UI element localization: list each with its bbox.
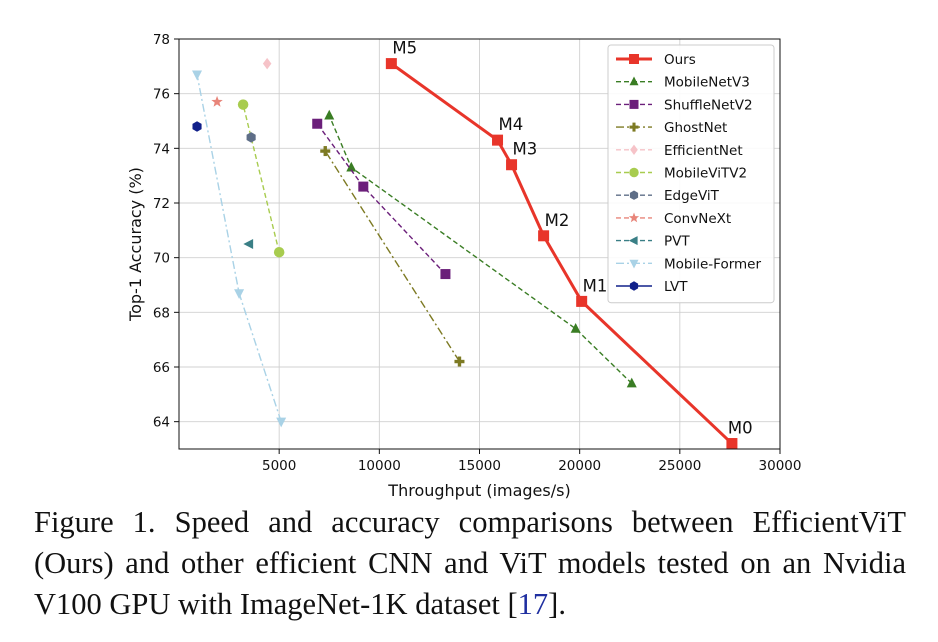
legend-marker-mobile-former — [629, 259, 639, 269]
point-mobilevitv2 — [273, 246, 285, 258]
series-line-shufflenetv2 — [316, 123, 446, 275]
legend-label-edgevit: EdgeViT — [664, 188, 720, 204]
point-label-m1: M1 — [583, 276, 608, 295]
point-mobilenetv3 — [346, 161, 357, 172]
legend-box — [607, 44, 775, 304]
point-label-m5: M5 — [392, 39, 417, 58]
point-label-m3: M3 — [513, 140, 538, 159]
series-line-mobile-former — [196, 74, 282, 422]
plot-area: M0 M1 M2 M3 M4 M5 — [192, 39, 753, 450]
x-tick-label: 20000 — [558, 458, 601, 474]
legend-label-ours: Ours — [664, 52, 696, 68]
y-tick-label: 74 — [153, 141, 170, 157]
point-mobile-former — [234, 289, 245, 299]
legend: Ours MobileNetV3 ShuffleNetV2 GhostNet Effic… — [607, 44, 775, 304]
x-axis-label: Throughput (images/s) — [387, 481, 570, 500]
legend-label-ghostnet: GhostNet — [664, 120, 727, 136]
y-tick-label: 76 — [153, 87, 170, 103]
legend-marker-lvt — [629, 281, 639, 291]
legend-marker-shufflenetv2 — [629, 99, 639, 109]
point-convnext — [211, 95, 223, 107]
point-ghostnet — [320, 146, 331, 157]
series-line-mobilevitv2 — [242, 104, 280, 253]
legend-marker-convnext — [628, 212, 640, 223]
point-pvt — [243, 239, 254, 249]
x-tick-label: 30000 — [759, 458, 802, 474]
axes: 5000 10000 15000 20000 25000 30000 64 66 68 70 72 7… — [126, 32, 801, 500]
point-label-m4: M4 — [499, 115, 524, 134]
point-mobilevitv2 — [237, 99, 249, 110]
point-label-m0: M0 — [728, 419, 753, 438]
legend-label-pvt: PVT — [664, 234, 690, 250]
point-mobilenetv3 — [324, 109, 335, 120]
point-lvt — [192, 121, 202, 132]
point-mobile-former — [192, 70, 203, 81]
x-tick-label: 10000 — [358, 458, 401, 474]
y-tick-label: 78 — [153, 32, 170, 48]
caption-end: ]. — [548, 587, 566, 621]
chart-container: M0 M1 M2 M3 M4 M5 5000 10000 15000 20000 25000 300… — [126, 32, 801, 500]
y-tick-label: 68 — [153, 305, 170, 321]
point-shufflenetv2 — [358, 181, 369, 192]
series-line-ghostnet — [324, 150, 461, 362]
point-mobilenetv3 — [570, 322, 581, 333]
point-ours — [726, 438, 738, 450]
point-ours — [506, 159, 518, 171]
y-tick-label: 66 — [153, 360, 170, 376]
throughput-accuracy-chart: M0 M1 M2 M3 M4 M5 5000 10000 15000 20000 25000 300… — [126, 32, 801, 500]
y-axis-label: Top-1 Accuracy (%) — [126, 167, 145, 322]
legend-marker-ours — [629, 54, 639, 64]
citation-link[interactable]: 17 — [517, 587, 549, 621]
legend-marker-edgevit — [629, 190, 639, 200]
legend-label-efficientnet: EfficientNet — [664, 143, 743, 159]
point-ours — [385, 58, 397, 70]
point-shufflenetv2 — [440, 269, 451, 280]
point-ours — [492, 134, 504, 146]
point-label-m2: M2 — [545, 211, 570, 230]
x-tick-label: 5000 — [262, 458, 296, 474]
caption-text: Figure 1. Speed and accuracy comparisons… — [34, 505, 906, 621]
legend-marker-ghostnet — [629, 122, 639, 132]
series-line-ours — [390, 62, 733, 445]
legend-label-mobile-former: Mobile-Former — [664, 256, 761, 272]
figure-caption: Figure 1. Speed and accuracy comparisons… — [34, 502, 906, 625]
legend-label-mobilevitv2: MobileViTV2 — [664, 166, 747, 182]
point-efficientnet — [262, 57, 272, 70]
legend-label-mobilenetv3: MobileNetV3 — [664, 75, 750, 91]
point-ghostnet — [454, 356, 465, 367]
x-tick-label: 25000 — [658, 458, 701, 474]
legend-label-shufflenetv2: ShuffleNetV2 — [664, 97, 753, 113]
y-tick-label: 70 — [153, 251, 170, 267]
x-tick-label: 15000 — [458, 458, 501, 474]
point-shufflenetv2 — [312, 118, 323, 129]
legend-marker-pvt — [628, 236, 638, 246]
legend-marker-mobilevitv2 — [629, 167, 639, 178]
legend-label-lvt: LVT — [664, 279, 688, 295]
point-ours — [538, 230, 550, 242]
point-ours — [576, 295, 588, 307]
legend-marker-mobilenetv3 — [629, 76, 639, 86]
point-mobile-former — [276, 417, 287, 428]
legend-marker-efficientnet — [630, 144, 638, 155]
series-line-mobilenetv3 — [328, 115, 633, 384]
point-mobilenetv3 — [626, 377, 637, 388]
y-tick-label: 72 — [153, 196, 170, 212]
point-edgevit — [246, 132, 256, 143]
legend-label-convnext: ConvNeXt — [664, 211, 731, 227]
y-tick-label: 64 — [153, 415, 170, 431]
